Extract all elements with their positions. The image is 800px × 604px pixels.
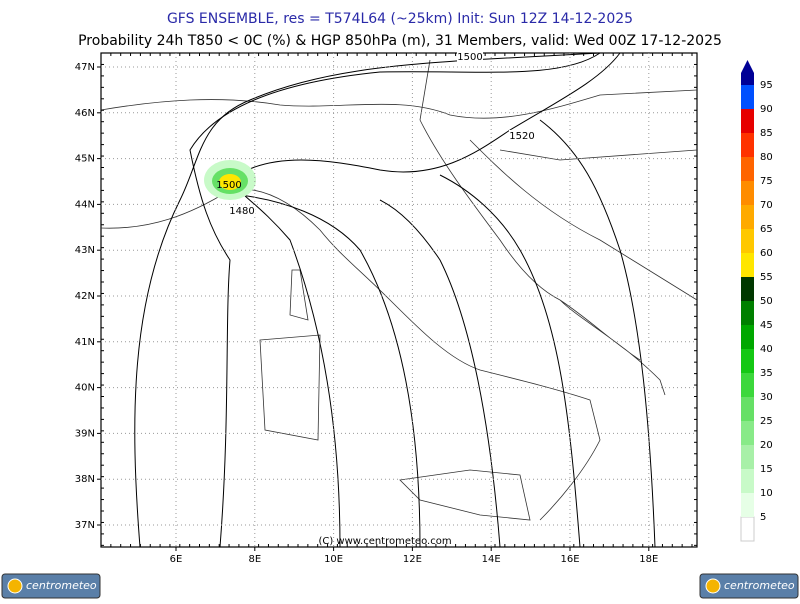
colorbar-segment <box>741 157 754 181</box>
contour-label: 1500 <box>216 180 241 191</box>
title: GFS ENSEMBLE, res = T574L64 (~25km) Init… <box>167 11 633 27</box>
contour-line <box>379 199 501 548</box>
colorbar-label: 30 <box>760 392 773 403</box>
borders <box>100 59 698 161</box>
colorbar-label: 50 <box>760 296 773 307</box>
lat-label: 47N <box>75 62 95 73</box>
contour-label-bg <box>509 130 535 142</box>
colorbar-label: 10 <box>760 488 773 499</box>
contour-label: 1500 <box>457 52 482 63</box>
colorbar-label: 95 <box>760 80 773 91</box>
coastline <box>100 119 698 521</box>
colorbar-segment <box>741 445 754 469</box>
colorbar-label: 20 <box>760 440 773 451</box>
contour-line <box>189 52 601 548</box>
colorbar-segment <box>741 109 754 133</box>
colorbar-label: 85 <box>760 128 773 139</box>
logo-box <box>699 573 799 599</box>
colorbar-label: 55 <box>760 272 773 283</box>
lat-label: 37N <box>75 520 95 531</box>
colorbar-segment <box>741 85 754 109</box>
lat-label: 46N <box>75 108 95 119</box>
lat-label: 43N <box>75 245 95 256</box>
colorbar-segment <box>741 469 754 493</box>
colorbar-segment <box>741 253 754 277</box>
colorbar-segment <box>741 181 754 205</box>
colorbar-arrow <box>741 60 754 85</box>
colorbar-label: 5 <box>760 512 766 523</box>
colorbar-segment <box>740 516 755 542</box>
colorbar-segment <box>741 301 754 325</box>
contour-label: 1480 <box>229 206 254 217</box>
colorbar-label: 25 <box>760 416 773 427</box>
contour-line <box>239 194 421 548</box>
colorbar-segment <box>741 205 754 229</box>
colorbar-label: 75 <box>760 176 773 187</box>
contour-line <box>229 52 621 548</box>
lat-label: 42N <box>75 291 95 302</box>
colorbar-label: 40 <box>760 344 773 355</box>
map-frame <box>100 52 698 548</box>
colorbar-label: 80 <box>760 152 773 163</box>
colorbar-segment <box>741 349 754 373</box>
logos: centrometeo centrometeo <box>1 573 799 599</box>
colorbar-segment <box>741 373 754 397</box>
colorbar-segment <box>741 325 754 349</box>
logo-text: centrometeo <box>724 579 795 592</box>
colorbar-segment <box>741 277 754 301</box>
copyright: (C) www.centrometeo.com <box>318 536 451 547</box>
lat-label: 41N <box>75 337 95 348</box>
contour-line <box>134 52 601 548</box>
colorbar-label: 90 <box>760 104 773 115</box>
colorbar-label: 45 <box>760 320 773 331</box>
subtitle: Probability 24h T850 < 0C (%) & HGP 850h… <box>78 33 722 49</box>
contour-label: 1520 <box>509 131 534 142</box>
lon-label: 18E <box>639 554 658 565</box>
logo-icon <box>705 578 721 594</box>
lat-label: 39N <box>75 428 95 439</box>
contour-label-bg <box>229 205 255 217</box>
lat-label: 38N <box>75 474 95 485</box>
colorbar-label: 35 <box>760 368 773 379</box>
colorbar-segment <box>741 229 754 253</box>
logo-icon <box>7 578 23 594</box>
lon-label: 14E <box>482 554 501 565</box>
lon-label: 12E <box>403 554 422 565</box>
probability-area <box>219 174 241 190</box>
lat-label: 40N <box>75 383 95 394</box>
lat-label: 45N <box>75 154 95 165</box>
colorbar-label: 15 <box>760 464 773 475</box>
map-area <box>100 52 698 548</box>
colorbar-label: 65 <box>760 224 773 235</box>
colorbar-segment <box>741 397 754 421</box>
colorbar-segment <box>741 421 754 445</box>
lon-label: 6E <box>170 554 183 565</box>
contour-line <box>439 174 581 548</box>
colorbar-segment <box>741 133 754 157</box>
lon-label: 8E <box>248 554 261 565</box>
contour-label-bg <box>457 51 483 63</box>
colorbar-label: 70 <box>760 200 773 211</box>
lat-label: 44N <box>75 199 95 210</box>
logo-box <box>1 573 101 599</box>
lon-label: 16E <box>560 554 579 565</box>
logo-text: centrometeo <box>26 579 97 592</box>
lon-label: 10E <box>324 554 343 565</box>
colorbar-segment <box>741 493 754 517</box>
colorbar-label: 60 <box>760 248 773 259</box>
